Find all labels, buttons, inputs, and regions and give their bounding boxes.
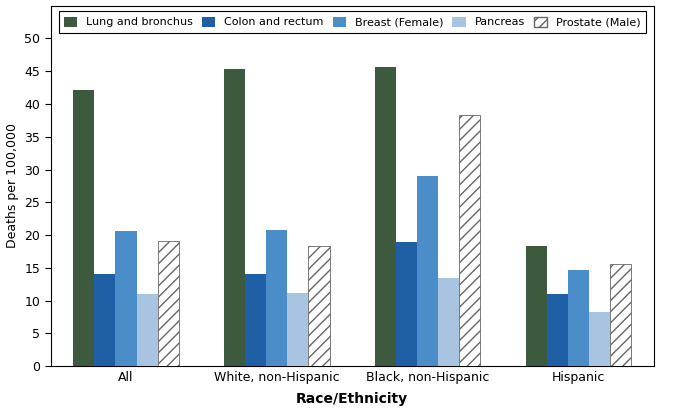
Bar [547, 294, 568, 366]
Bar [526, 246, 547, 366]
Bar [589, 312, 610, 366]
Bar [287, 293, 308, 366]
Bar [610, 264, 631, 366]
Bar [396, 242, 417, 366]
Y-axis label: Deaths per 100,000: Deaths per 100,000 [5, 124, 19, 248]
Bar [157, 241, 179, 366]
Bar [115, 231, 137, 366]
X-axis label: Race/Ethnicity: Race/Ethnicity [296, 393, 408, 407]
Bar [460, 115, 480, 366]
Bar [308, 246, 330, 366]
Bar [94, 274, 115, 366]
Bar [417, 176, 438, 366]
Bar [568, 270, 589, 366]
Bar [438, 279, 460, 366]
Bar [224, 68, 245, 366]
Bar [73, 90, 94, 366]
Bar [245, 274, 267, 366]
Legend: Lung and bronchus, Colon and rectum, Breast (Female), Pancreas, Prostate (Male): Lung and bronchus, Colon and rectum, Bre… [58, 11, 646, 33]
Bar [137, 294, 157, 366]
Bar [375, 67, 396, 366]
Bar [267, 230, 287, 366]
